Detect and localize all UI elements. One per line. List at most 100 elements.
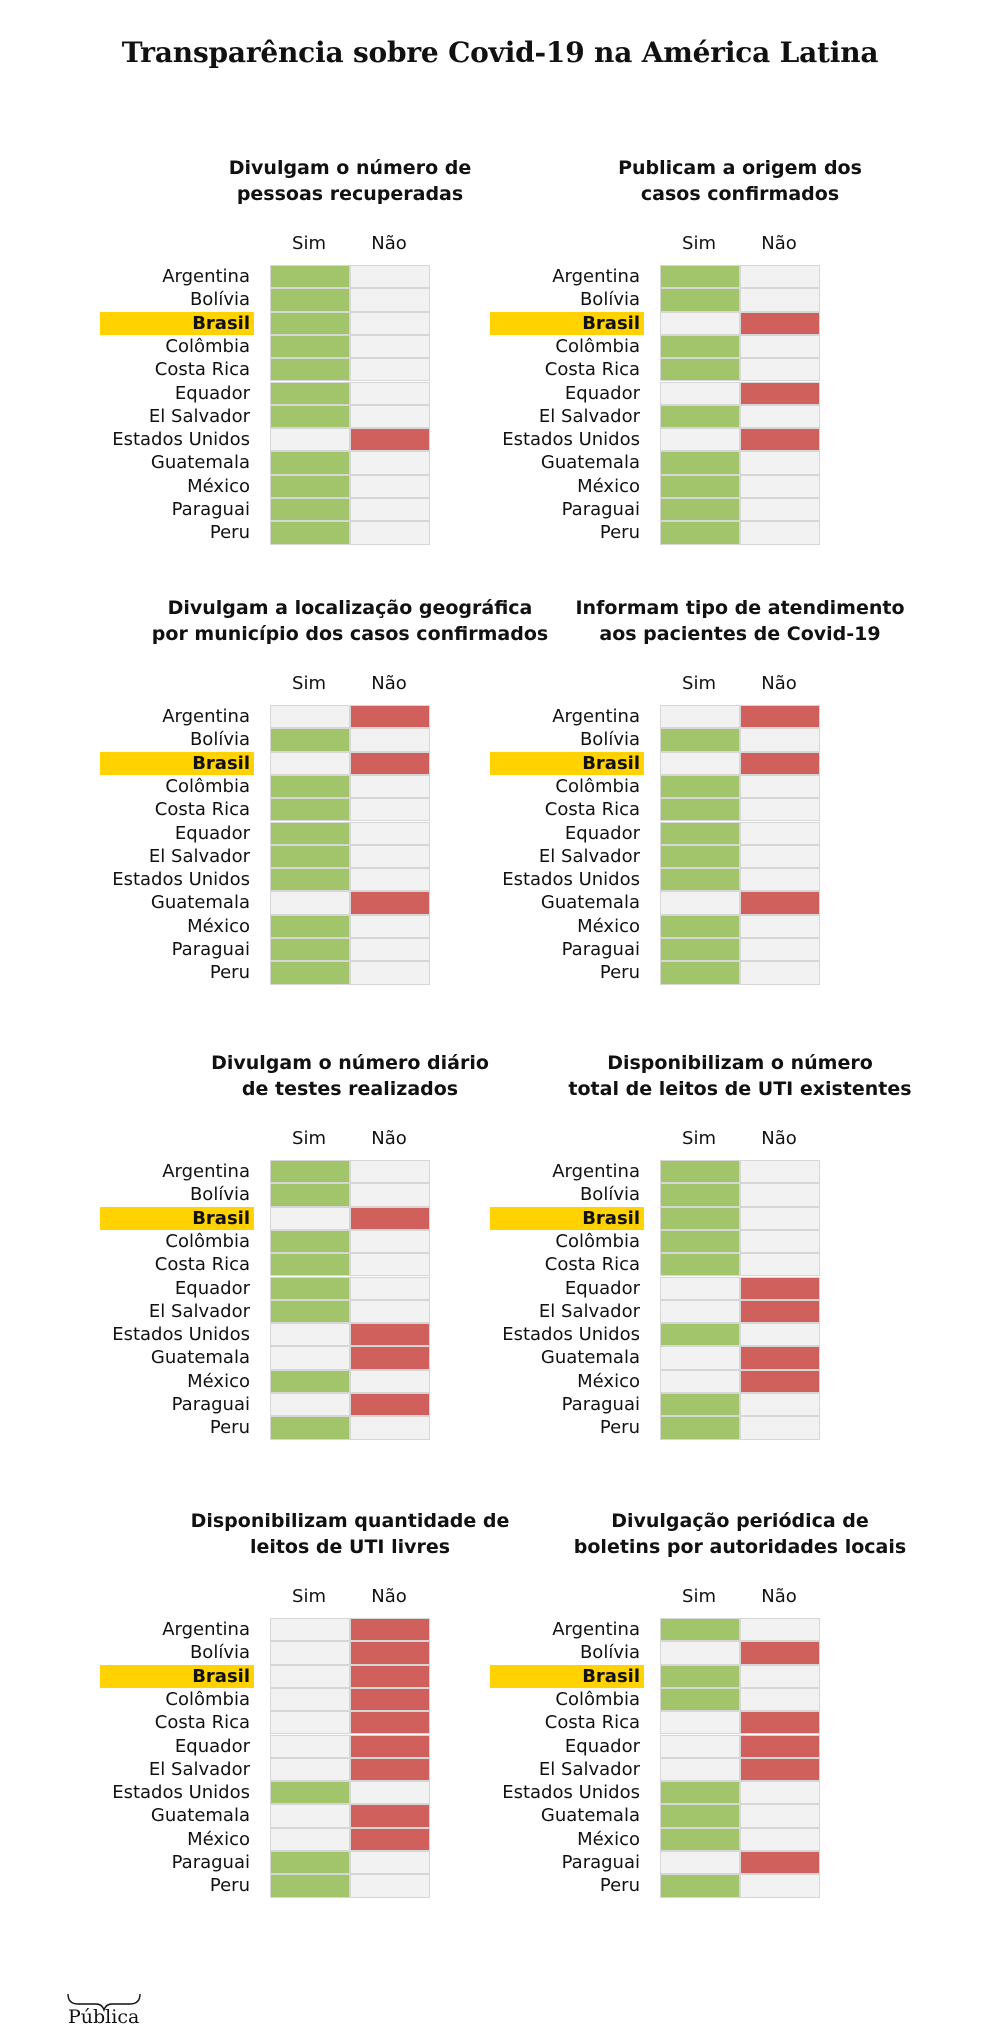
country-label: Estados Unidos [112, 1782, 250, 1804]
empty-cell [350, 404, 430, 429]
column-header: Não [371, 673, 407, 694]
nao-cell [740, 1734, 820, 1758]
chart-title-line: total de leitos de UTI existentes [568, 1078, 912, 1100]
column-header: Não [371, 1128, 407, 1149]
country-label: Colômbia [165, 1230, 250, 1252]
sim-cell [660, 1804, 740, 1828]
empty-cell [740, 334, 820, 359]
nao-cell [350, 1804, 430, 1828]
country-label: Guatemala [540, 892, 640, 914]
empty-cell [350, 938, 430, 962]
sim-cell [660, 334, 740, 359]
chart-title-line: aos pacientes de Covid-19 [599, 623, 881, 645]
empty-cell [740, 1804, 820, 1828]
empty-cell [350, 1369, 430, 1393]
sim-cell [660, 521, 740, 545]
country-label: Argentina [552, 1619, 640, 1640]
column-header: Sim [682, 233, 716, 254]
chart-panel: Disponibilizam quantidade de leitos de UT… [100, 1508, 520, 1928]
empty-cell [740, 728, 820, 752]
highlight-bar [100, 311, 254, 335]
chart-title-line: Publicam a origem dos [618, 157, 862, 179]
empty-cell [740, 1664, 820, 1688]
empty-cell [740, 498, 820, 522]
empty-cell [270, 1687, 350, 1712]
sim-cell [270, 914, 350, 938]
country-label: Brasil [192, 312, 250, 334]
chart-panel: Divulgam o número diário de testes realiz… [100, 1050, 520, 1470]
chart-title-line: Disponibilizam quantidade de [190, 1510, 510, 1532]
empty-cell [350, 474, 430, 498]
country-label: Brasil [192, 752, 250, 774]
country-label: Paraguai [561, 939, 640, 960]
empty-cell [660, 381, 740, 405]
empty-cell [350, 1781, 430, 1805]
nao-cell [350, 1323, 430, 1347]
chart-title-line: leitos de UTI livres [249, 1536, 451, 1558]
sim-cell [270, 358, 350, 382]
country-label: Peru [209, 962, 250, 984]
country-label: Estados Unidos [112, 869, 250, 891]
empty-cell [740, 451, 820, 475]
country-label: Costa Rica [154, 799, 250, 821]
chart-title-line: pessoas recuperadas [236, 183, 464, 205]
country-label: Paraguai [561, 1394, 640, 1415]
country-label: El Salvador [148, 1300, 250, 1322]
chart-title: Divulgam o número diário de testes realiz… [140, 1050, 560, 1102]
chart-panel: Disponibilizam o número total de leitos d… [490, 1050, 912, 1470]
sim-cell [660, 404, 740, 429]
empty-cell [740, 774, 820, 799]
country-label: Equador [564, 382, 640, 404]
column-header: Sim [292, 673, 326, 694]
country-label: Brasil [192, 1207, 250, 1229]
country-label: Guatemala [150, 452, 250, 474]
nao-cell [740, 891, 820, 915]
sim-cell [660, 288, 740, 312]
country-label: Peru [209, 522, 250, 544]
country-label: Costa Rica [544, 359, 640, 381]
country-label: Costa Rica [544, 799, 640, 821]
sim-cell [270, 1299, 350, 1324]
country-label: Costa Rica [544, 1254, 640, 1276]
country-label: Costa Rica [154, 1712, 250, 1734]
sim-cell [270, 474, 350, 498]
sim-cell [660, 1618, 740, 1642]
country-label: Estados Unidos [502, 1324, 640, 1346]
country-label: México [187, 1828, 250, 1850]
empty-cell [350, 1416, 430, 1440]
country-label: Estados Unidos [502, 1782, 640, 1804]
empty-cell [740, 844, 820, 869]
column-header: Não [371, 233, 407, 254]
nao-cell [740, 1276, 820, 1300]
country-label: Bolívia [579, 289, 640, 311]
country-label: Paraguai [561, 1852, 640, 1873]
sim-cell [660, 1393, 740, 1417]
empty-cell [740, 474, 820, 498]
highlight-bar [490, 1206, 644, 1230]
empty-cell [270, 1734, 350, 1758]
country-label: Peru [599, 962, 640, 984]
sim-cell [660, 1229, 740, 1254]
chart-title-line: por município dos casos confirmados [151, 623, 549, 645]
column-header: Sim [292, 1128, 326, 1149]
sim-cell [660, 938, 740, 962]
empty-cell [350, 961, 430, 985]
empty-cell [350, 1299, 430, 1324]
sim-cell [660, 1206, 740, 1230]
empty-cell [350, 798, 430, 822]
sim-cell [660, 1687, 740, 1712]
country-label: El Salvador [538, 845, 640, 867]
country-label: Equador [174, 1735, 250, 1757]
empty-cell [350, 1229, 430, 1254]
empty-cell [740, 1618, 820, 1642]
sim-cell [660, 265, 740, 289]
nao-cell [350, 1711, 430, 1735]
country-label: Brasil [582, 752, 640, 774]
highlight-bar [490, 311, 644, 335]
country-label: Argentina [552, 706, 640, 727]
empty-cell [740, 1827, 820, 1851]
empty-cell [350, 844, 430, 869]
sim-cell [660, 1160, 740, 1184]
nao-cell [740, 1851, 820, 1875]
country-label: Bolívia [189, 1184, 250, 1206]
